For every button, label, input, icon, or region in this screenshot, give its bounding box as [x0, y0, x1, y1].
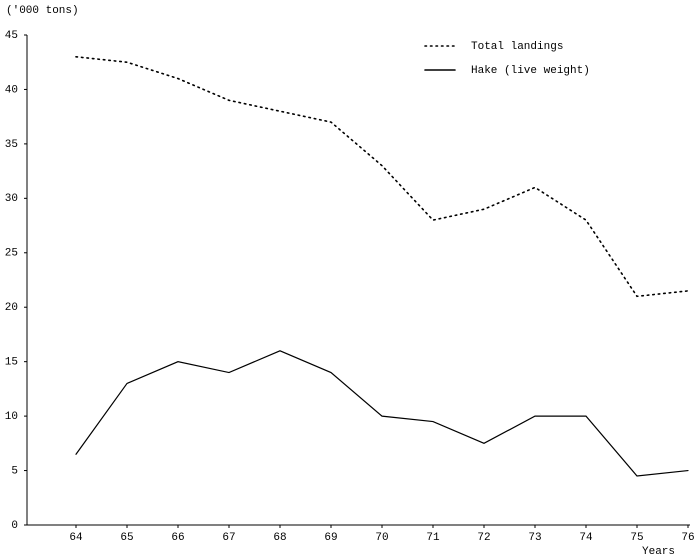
x-tick-label: 67: [222, 532, 235, 544]
x-tick-label: 70: [375, 532, 388, 544]
x-tick-label: 75: [630, 532, 643, 544]
x-tick-label: 66: [171, 532, 184, 544]
x-tick-label: 73: [528, 532, 541, 544]
x-tick-label: 65: [120, 532, 133, 544]
y-tick-label: 10: [5, 411, 18, 423]
legend-label: Total landings: [471, 41, 563, 53]
y-tick-label: 40: [5, 84, 18, 96]
x-tick-label: 76: [681, 532, 694, 544]
legend-label: Hake (live weight): [471, 65, 590, 77]
x-axis-label: Years: [642, 546, 675, 558]
y-tick-label: 15: [5, 357, 18, 369]
x-tick-label: 64: [69, 532, 83, 544]
x-tick-label: 68: [273, 532, 286, 544]
y-tick-label: 35: [5, 139, 18, 151]
y-tick-label: 20: [5, 302, 18, 314]
y-tick-label: 25: [5, 248, 18, 260]
y-tick-label: 45: [5, 30, 18, 42]
line-series: [75, 55, 689, 298]
y-tick-label: 30: [5, 193, 18, 205]
y-tick-label: 5: [11, 465, 18, 477]
x-tick-label: 71: [426, 532, 440, 544]
y-axis-label: ('000 tons): [6, 5, 79, 17]
x-tick-label: 69: [324, 532, 337, 544]
y-tick-label: 0: [11, 520, 18, 532]
x-tick-label: 72: [477, 532, 490, 544]
x-tick-label: 74: [579, 532, 593, 544]
line-series: [75, 350, 689, 477]
